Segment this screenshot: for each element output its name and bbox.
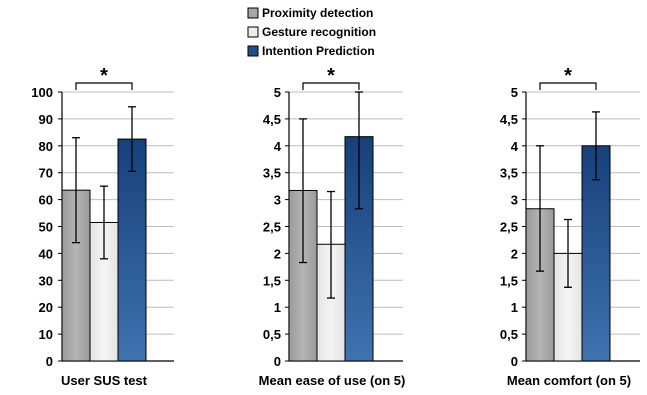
x-axis-label: Mean ease of use (on 5) bbox=[259, 373, 406, 388]
significance-star: * bbox=[100, 65, 108, 87]
y-tick-label: 60 bbox=[39, 193, 53, 208]
y-tick-label: 4 bbox=[511, 139, 519, 154]
legend-swatch-intention bbox=[247, 45, 259, 57]
significance-star: * bbox=[564, 65, 572, 87]
y-tick-label: 2,5 bbox=[500, 220, 518, 235]
y-tick-label: 1 bbox=[274, 300, 281, 315]
y-tick-label: 90 bbox=[39, 112, 53, 127]
y-tick-label: 3,5 bbox=[500, 166, 518, 181]
y-tick-label: 3,5 bbox=[263, 166, 281, 181]
legend-label-intention: Intention Prediction bbox=[262, 44, 375, 58]
legend-swatch-proximity bbox=[247, 7, 259, 19]
legend-swatch-gesture bbox=[247, 26, 259, 38]
x-axis-label: User SUS test bbox=[61, 373, 148, 388]
y-tick-label: 40 bbox=[39, 246, 53, 261]
y-tick-label: 20 bbox=[39, 300, 53, 315]
y-tick-label: 2 bbox=[511, 246, 518, 261]
y-tick-label: 50 bbox=[39, 220, 53, 235]
y-tick-label: 0 bbox=[46, 354, 53, 369]
y-tick-label: 4,5 bbox=[500, 112, 518, 127]
y-tick-label: 2,5 bbox=[263, 220, 281, 235]
significance-bracket bbox=[75, 82, 133, 90]
y-tick-label: 2 bbox=[274, 246, 281, 261]
y-tick-label: 3 bbox=[274, 193, 281, 208]
y-tick-label: 30 bbox=[39, 273, 53, 288]
y-tick-label: 1,5 bbox=[500, 273, 518, 288]
y-tick-label: 4 bbox=[274, 139, 282, 154]
y-tick-label: 100 bbox=[31, 85, 53, 100]
y-tick-label: 5 bbox=[511, 85, 518, 100]
bar-intention bbox=[117, 138, 147, 362]
significance-bracket bbox=[539, 82, 597, 90]
y-tick-label: 80 bbox=[39, 139, 53, 154]
y-tick-label: 70 bbox=[39, 166, 53, 181]
significance-bracket bbox=[302, 82, 360, 90]
y-tick-label: 10 bbox=[39, 327, 53, 342]
legend-label-proximity: Proximity detection bbox=[262, 6, 373, 20]
y-tick-label: 0,5 bbox=[500, 327, 518, 342]
y-tick-label: 4,5 bbox=[263, 112, 281, 127]
chart-panel-1: 0 10 20 30 40 50 60 70 80 90 100 * User SUS test bbox=[31, 65, 174, 388]
y-tick-label: 0,5 bbox=[263, 327, 281, 342]
significance-star: * bbox=[327, 65, 335, 87]
y-tick-label: 0 bbox=[274, 354, 281, 369]
x-axis-label: Mean comfort (on 5) bbox=[507, 373, 631, 388]
y-tick-label: 5 bbox=[274, 85, 281, 100]
legend-label-gesture: Gesture recognition bbox=[262, 25, 376, 39]
legend: Proximity detection Gesture recognition … bbox=[247, 6, 376, 58]
y-tick-label: 0 bbox=[511, 354, 518, 369]
y-tick-label: 3 bbox=[511, 193, 518, 208]
y-tick-label: 1 bbox=[511, 300, 518, 315]
chart-panel-3: 0 0,5 1 1,5 2 2,5 3 3,5 4 4,5 5 * Mean comfort (on 5… bbox=[500, 65, 640, 388]
y-tick-label: 1,5 bbox=[263, 273, 281, 288]
bar-intention bbox=[581, 145, 611, 362]
chart-panel-2: 0 0,5 1 1,5 2 2,5 3 3,5 4 4,5 5 * Mean ease of use (… bbox=[259, 65, 406, 388]
